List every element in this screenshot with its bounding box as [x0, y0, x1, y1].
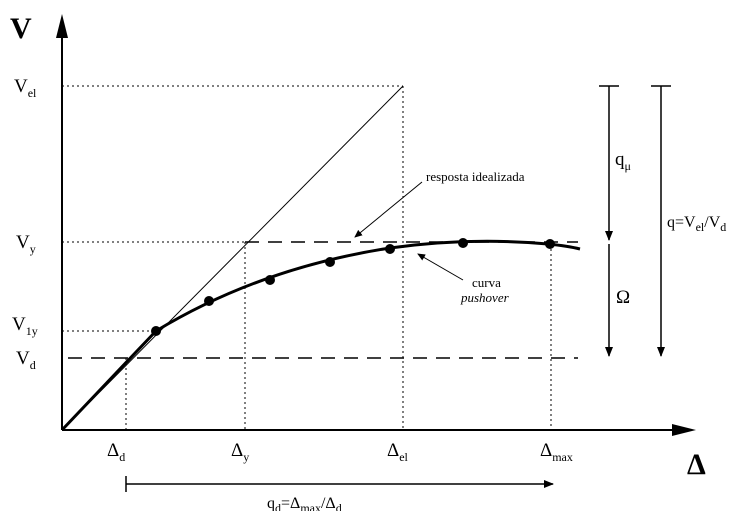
curve-point — [265, 275, 275, 285]
curve-point — [385, 244, 395, 254]
curve-label-line2: pushover — [460, 290, 510, 305]
y-axis-title: V — [10, 12, 32, 45]
idealized-response-arrow — [354, 181, 423, 238]
q-mu-label: qμ — [615, 149, 631, 173]
del-label: Δel — [387, 440, 409, 464]
curve-pointer-arrow — [417, 253, 464, 281]
vd-label: Vd — [16, 348, 36, 372]
curve-point — [204, 296, 214, 306]
x-axis-title: Δ — [687, 448, 706, 481]
vy-label: Vy — [16, 232, 36, 256]
dd-label: Δd — [107, 440, 125, 464]
curve-point — [151, 326, 161, 336]
vel-label: Vel — [14, 76, 37, 100]
dmax-label: Δmax — [540, 440, 573, 464]
y-axis-arrowhead — [56, 14, 68, 38]
curve-point — [545, 239, 555, 249]
x-axis-arrowhead — [672, 424, 696, 436]
curve-point — [325, 257, 335, 267]
omega-label: Ω — [616, 287, 630, 308]
idealized-response-label: resposta idealizada — [426, 169, 525, 184]
elastic-response-line — [61, 85, 404, 431]
curve-point — [458, 238, 468, 248]
q-total-label: q=Vel/Vd — [667, 214, 726, 234]
dy-label: Δy — [231, 440, 249, 464]
v1y-label: V1y — [12, 314, 38, 338]
curve-label-line1: curva — [472, 275, 501, 290]
qd-label: qd=Δmax/Δd — [267, 495, 342, 511]
pushover-curve — [60, 239, 581, 432]
